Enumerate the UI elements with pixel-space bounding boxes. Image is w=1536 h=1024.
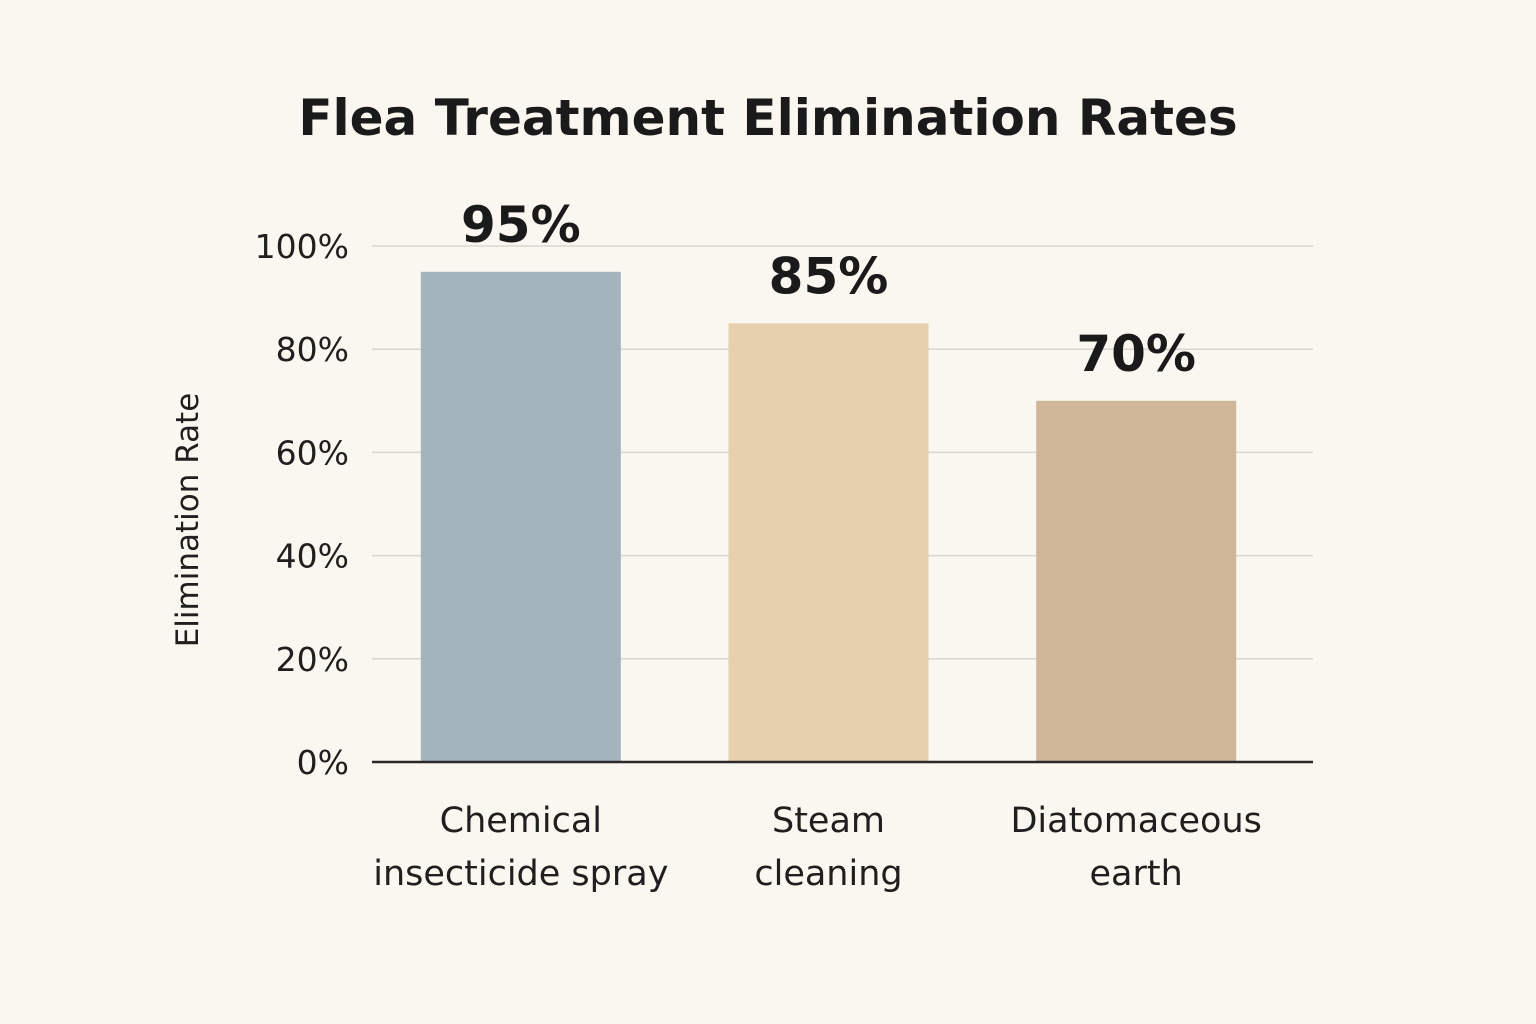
y-tick-label: 60% (276, 433, 349, 472)
data-labels: 95% 85% 70% (461, 196, 1196, 383)
y-tick-label: 0% (297, 743, 349, 782)
data-label: 85% (769, 247, 889, 305)
bar (728, 323, 929, 762)
x-category-label: Chemical (440, 801, 602, 841)
y-tick-label: 40% (276, 537, 349, 576)
x-category-label: earth (1090, 854, 1183, 894)
y-axis-label: Elimination Rate (170, 393, 206, 648)
x-category-label: cleaning (754, 854, 902, 894)
y-tick-label: 100% (255, 227, 349, 266)
x-category-label: Steam (772, 801, 885, 841)
data-label: 70% (1076, 325, 1196, 383)
data-label: 95% (461, 196, 581, 254)
bar (1036, 400, 1237, 762)
x-category-label: insecticide spray (373, 854, 668, 894)
bars (420, 271, 1237, 762)
y-tick-label: 80% (276, 330, 349, 369)
x-axis-categories: Chemical insecticide spray Steam cleaning Di… (373, 801, 1262, 894)
y-axis-ticks: 0% 20% 40% 60% 80% 100% (255, 227, 349, 782)
chart-title: Flea Treatment Elimination Rates (298, 89, 1237, 147)
x-category-label: Diatomaceous (1010, 801, 1261, 841)
y-tick-label: 20% (276, 640, 349, 679)
bar (420, 271, 621, 762)
